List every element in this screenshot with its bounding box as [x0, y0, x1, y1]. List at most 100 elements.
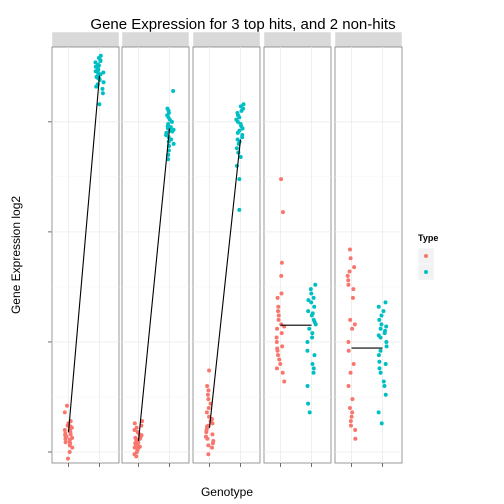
data-point-stem — [383, 328, 388, 333]
data-point-stem — [306, 401, 311, 406]
data-point-somatic — [276, 309, 281, 314]
data-point-stem — [377, 359, 382, 364]
data-point-somatic — [62, 410, 67, 415]
data-point-somatic — [275, 326, 280, 331]
facet-panel-zscan10 — [121, 31, 190, 467]
data-point-stem — [309, 300, 314, 305]
data-point-stem — [312, 353, 317, 358]
data-point-stem — [234, 117, 239, 122]
data-point-stem — [98, 53, 103, 58]
data-point-somatic — [348, 423, 353, 428]
data-point-somatic — [352, 322, 357, 327]
data-point-stem — [306, 309, 311, 314]
data-point-stem — [100, 86, 105, 91]
data-point-stem — [171, 141, 176, 146]
data-point-stem — [165, 106, 170, 111]
data-point-somatic — [65, 456, 70, 461]
data-point-somatic — [280, 370, 285, 375]
data-point-somatic — [350, 410, 355, 415]
data-point-somatic — [279, 331, 284, 336]
facet-panel-lin28 — [51, 31, 120, 467]
data-point-stem — [305, 348, 310, 353]
data-point-somatic — [350, 326, 355, 331]
data-point-somatic — [346, 383, 351, 388]
data-point-stem — [171, 127, 176, 132]
data-point-stem — [101, 80, 106, 85]
data-point-stem — [241, 102, 246, 107]
data-point-somatic — [349, 414, 354, 419]
data-point-stem — [311, 370, 316, 375]
data-point-somatic — [206, 388, 211, 393]
data-point-somatic — [276, 317, 281, 322]
legend-swatch-somatic — [424, 254, 428, 258]
data-point-stem — [379, 421, 384, 426]
legend: Type — [417, 233, 438, 281]
data-point-somatic — [346, 348, 351, 353]
facet-panels — [51, 31, 403, 467]
data-point-somatic — [282, 379, 287, 384]
data-point-stem — [378, 348, 383, 353]
data-point-stem — [311, 366, 316, 371]
data-point-stem — [235, 111, 240, 116]
data-point-stem — [377, 317, 382, 322]
data-point-stem — [306, 298, 311, 303]
data-point-stem — [376, 410, 381, 415]
data-point-stem — [379, 313, 384, 318]
data-point-somatic — [134, 425, 139, 430]
data-point-somatic — [204, 410, 209, 415]
facet-panel-loc643911 — [334, 31, 403, 467]
data-point-stem — [383, 361, 388, 366]
data-point-somatic — [276, 304, 281, 309]
data-point-somatic — [205, 383, 210, 388]
data-point-stem — [379, 322, 384, 327]
data-point-somatic — [347, 247, 352, 252]
data-point-stem — [377, 366, 382, 371]
data-point-stem — [376, 333, 381, 338]
data-point-somatic — [280, 344, 285, 349]
data-point-stem — [382, 383, 387, 388]
data-point-stem — [240, 133, 245, 138]
data-point-somatic — [206, 397, 211, 402]
data-point-somatic — [140, 419, 145, 424]
data-point-somatic — [280, 210, 285, 215]
data-point-somatic — [350, 397, 355, 402]
data-point-somatic — [348, 370, 353, 375]
mean-line — [137, 128, 171, 442]
data-point-somatic — [134, 437, 139, 442]
data-point-stem — [376, 353, 381, 358]
data-point-somatic — [274, 335, 279, 340]
data-point-somatic — [132, 445, 137, 450]
data-point-somatic — [276, 353, 281, 358]
data-point-somatic — [274, 366, 279, 371]
strip-background — [51, 31, 120, 48]
data-point-somatic — [347, 405, 352, 410]
data-point-somatic — [350, 295, 355, 300]
legend-title: Type — [418, 233, 438, 243]
data-point-stem — [164, 130, 169, 135]
data-point-stem — [383, 392, 388, 397]
data-point-somatic — [346, 339, 351, 344]
data-point-somatic — [348, 256, 353, 261]
data-point-somatic — [135, 430, 140, 435]
data-point-somatic — [206, 443, 211, 448]
data-point-somatic — [351, 287, 356, 292]
mean-line — [208, 139, 242, 428]
data-point-stem — [383, 300, 388, 305]
strip-background — [121, 31, 190, 48]
data-point-somatic — [207, 368, 212, 373]
data-point-somatic — [275, 295, 280, 300]
data-point-somatic — [132, 421, 137, 426]
data-point-somatic — [353, 427, 358, 432]
data-point-somatic — [348, 419, 353, 424]
data-point-stem — [381, 379, 386, 384]
data-point-stem — [376, 304, 381, 309]
data-point-stem — [308, 287, 313, 292]
data-point-somatic — [351, 361, 356, 366]
data-point-somatic — [346, 278, 351, 283]
data-point-somatic — [62, 427, 67, 432]
data-point-somatic — [345, 273, 350, 278]
data-point-somatic — [206, 405, 211, 410]
data-point-stem — [305, 383, 310, 388]
data-point-stem — [310, 331, 315, 336]
